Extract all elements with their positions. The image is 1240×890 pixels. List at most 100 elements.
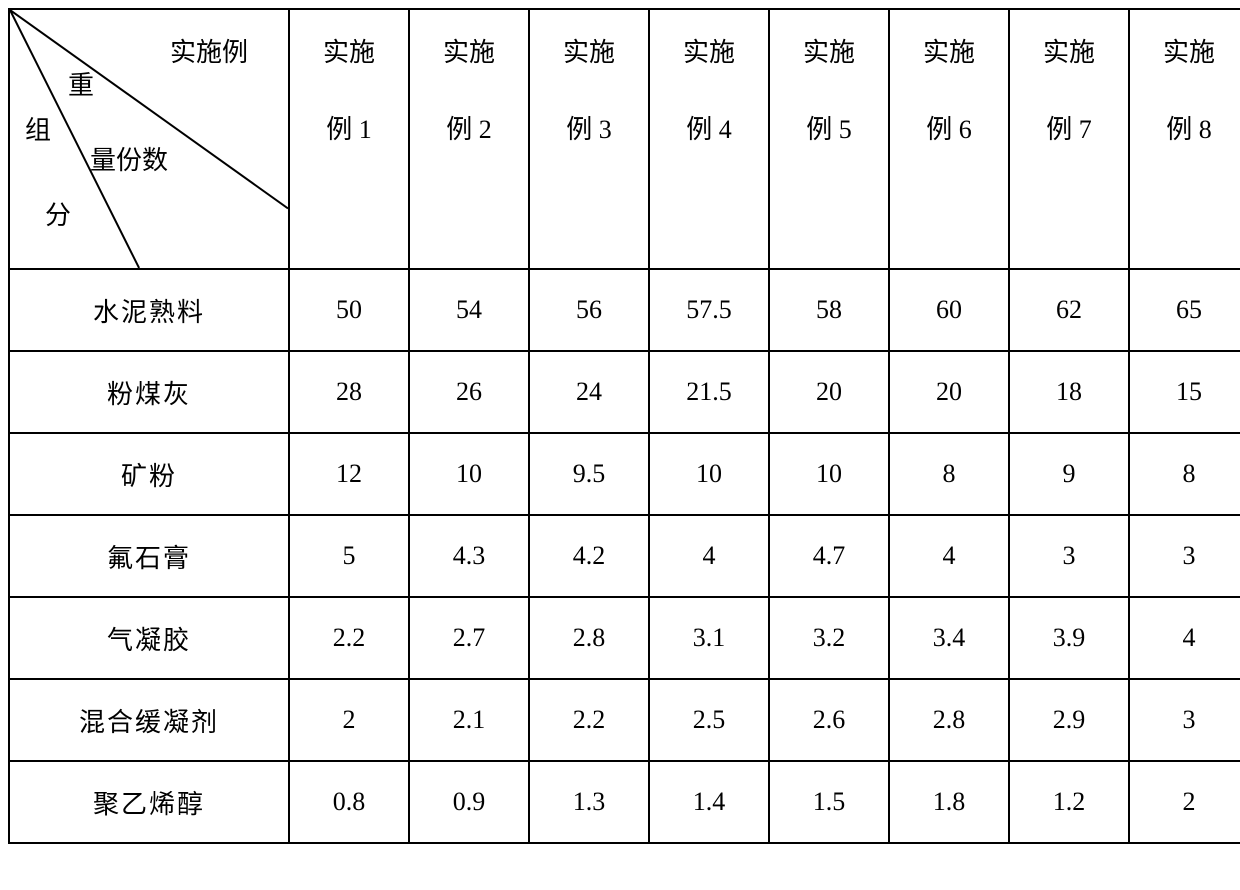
col-header-2: 实施 例 2 <box>409 9 529 269</box>
cell: 0.8 <box>289 761 409 843</box>
cell: 26 <box>409 351 529 433</box>
row-label: 气凝胶 <box>9 597 289 679</box>
table-row: 粉煤灰 28 26 24 21.5 20 20 18 15 <box>9 351 1240 433</box>
table-body: 水泥熟料 50 54 56 57.5 58 60 62 65 粉煤灰 28 26… <box>9 269 1240 843</box>
row-label: 氟石膏 <box>9 515 289 597</box>
diag-label-weight2: 量份数 <box>90 140 168 177</box>
col-header-line2: 例 3 <box>530 107 648 154</box>
cell: 65 <box>1129 269 1240 351</box>
cell: 10 <box>649 433 769 515</box>
cell: 15 <box>1129 351 1240 433</box>
col-header-line2: 例 4 <box>650 107 768 154</box>
col-header-line2: 例 7 <box>1010 107 1128 154</box>
cell: 1.2 <box>1009 761 1129 843</box>
col-header-line1: 实施 <box>410 30 528 77</box>
col-header-6: 实施 例 6 <box>889 9 1009 269</box>
col-header-line1: 实施 <box>290 30 408 77</box>
col-header-line1: 实施 <box>530 30 648 77</box>
row-label: 粉煤灰 <box>9 351 289 433</box>
diagonal-header-cell: 实施例 重 量份数 组 分 <box>9 9 289 269</box>
cell: 9 <box>1009 433 1129 515</box>
cell: 9.5 <box>529 433 649 515</box>
col-header-5: 实施 例 5 <box>769 9 889 269</box>
col-header-line1: 实施 <box>890 30 1008 77</box>
table-row: 矿粉 12 10 9.5 10 10 8 9 8 <box>9 433 1240 515</box>
cell: 1.4 <box>649 761 769 843</box>
data-table: 实施例 重 量份数 组 分 实施 例 1 实施 例 2 实施 例 3 实施 例 … <box>8 8 1240 844</box>
cell: 50 <box>289 269 409 351</box>
row-label: 聚乙烯醇 <box>9 761 289 843</box>
row-label: 水泥熟料 <box>9 269 289 351</box>
diag-label-comp1: 组 <box>25 110 51 147</box>
cell: 4.7 <box>769 515 889 597</box>
row-label: 混合缓凝剂 <box>9 679 289 761</box>
col-header-line2: 例 8 <box>1130 107 1240 154</box>
diag-label-top: 实施例 <box>170 32 248 69</box>
cell: 20 <box>889 351 1009 433</box>
table-row: 水泥熟料 50 54 56 57.5 58 60 62 65 <box>9 269 1240 351</box>
cell: 0.9 <box>409 761 529 843</box>
cell: 2.7 <box>409 597 529 679</box>
cell: 2.5 <box>649 679 769 761</box>
col-header-line1: 实施 <box>1010 30 1128 77</box>
cell: 3 <box>1009 515 1129 597</box>
col-header-1: 实施 例 1 <box>289 9 409 269</box>
cell: 4 <box>1129 597 1240 679</box>
cell: 18 <box>1009 351 1129 433</box>
cell: 10 <box>769 433 889 515</box>
cell: 21.5 <box>649 351 769 433</box>
cell: 3.2 <box>769 597 889 679</box>
table-row: 聚乙烯醇 0.8 0.9 1.3 1.4 1.5 1.8 1.2 2 <box>9 761 1240 843</box>
cell: 2.8 <box>889 679 1009 761</box>
cell: 62 <box>1009 269 1129 351</box>
col-header-line1: 实施 <box>770 30 888 77</box>
col-header-line1: 实施 <box>650 30 768 77</box>
table-row: 氟石膏 5 4.3 4.2 4 4.7 4 3 3 <box>9 515 1240 597</box>
cell: 1.3 <box>529 761 649 843</box>
cell: 3.4 <box>889 597 1009 679</box>
table-row: 气凝胶 2.2 2.7 2.8 3.1 3.2 3.4 3.9 4 <box>9 597 1240 679</box>
col-header-8: 实施 例 8 <box>1129 9 1240 269</box>
cell: 2.6 <box>769 679 889 761</box>
cell: 20 <box>769 351 889 433</box>
cell: 60 <box>889 269 1009 351</box>
cell: 24 <box>529 351 649 433</box>
cell: 28 <box>289 351 409 433</box>
diag-label-weight1: 重 <box>68 65 94 102</box>
cell: 2 <box>1129 761 1240 843</box>
cell: 58 <box>769 269 889 351</box>
cell: 1.5 <box>769 761 889 843</box>
cell: 1.8 <box>889 761 1009 843</box>
cell: 8 <box>1129 433 1240 515</box>
table-row: 混合缓凝剂 2 2.1 2.2 2.5 2.6 2.8 2.9 3 <box>9 679 1240 761</box>
cell: 3.1 <box>649 597 769 679</box>
col-header-line2: 例 5 <box>770 107 888 154</box>
cell: 56 <box>529 269 649 351</box>
diag-label-comp2: 分 <box>45 195 71 232</box>
cell: 2 <box>289 679 409 761</box>
cell: 5 <box>289 515 409 597</box>
cell: 3 <box>1129 515 1240 597</box>
cell: 57.5 <box>649 269 769 351</box>
cell: 2.8 <box>529 597 649 679</box>
cell: 2.9 <box>1009 679 1129 761</box>
cell: 8 <box>889 433 1009 515</box>
col-header-line2: 例 2 <box>410 107 528 154</box>
cell: 3 <box>1129 679 1240 761</box>
cell: 4 <box>889 515 1009 597</box>
cell: 10 <box>409 433 529 515</box>
cell: 54 <box>409 269 529 351</box>
col-header-4: 实施 例 4 <box>649 9 769 269</box>
row-label: 矿粉 <box>9 433 289 515</box>
col-header-7: 实施 例 7 <box>1009 9 1129 269</box>
cell: 2.2 <box>529 679 649 761</box>
cell: 12 <box>289 433 409 515</box>
cell: 3.9 <box>1009 597 1129 679</box>
cell: 2.2 <box>289 597 409 679</box>
cell: 4.2 <box>529 515 649 597</box>
cell: 4 <box>649 515 769 597</box>
cell: 2.1 <box>409 679 529 761</box>
col-header-line1: 实施 <box>1130 30 1240 77</box>
col-header-line2: 例 6 <box>890 107 1008 154</box>
col-header-line2: 例 1 <box>290 107 408 154</box>
